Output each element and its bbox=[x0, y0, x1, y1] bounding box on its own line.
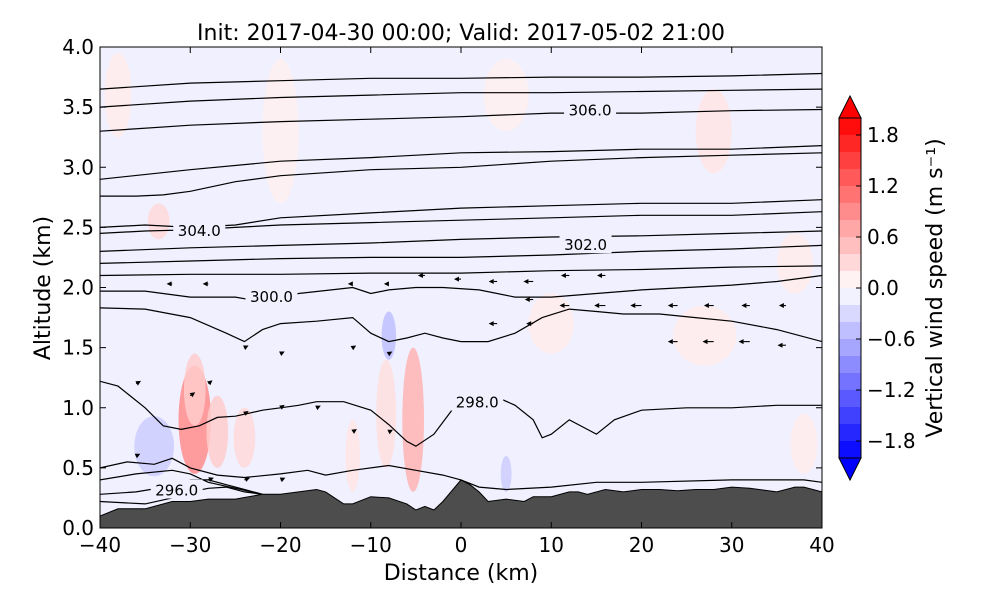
colorbar-band-4 bbox=[839, 373, 861, 390]
contour-label-11: 304.0 bbox=[178, 222, 221, 240]
colorbar: −1.8 −1.2 −0.6 0.0 0.6 1.2 1.8 Vertical wind s… bbox=[839, 96, 948, 480]
x-tick-label-1: −30 bbox=[169, 533, 211, 557]
contour-label-14: 306.0 bbox=[569, 102, 612, 120]
w-patch-14 bbox=[696, 89, 732, 173]
x-tick-label-2: −20 bbox=[259, 533, 301, 557]
colorbar-band-13 bbox=[839, 220, 861, 237]
colorbar-tick-label-0: −1.8 bbox=[867, 429, 916, 453]
y-tick-label-0: 0.0 bbox=[62, 516, 94, 540]
x-tick-label-3: −10 bbox=[350, 533, 392, 557]
y-tick-label-1: 0.5 bbox=[62, 456, 94, 480]
w-patch-18 bbox=[484, 59, 529, 131]
w-patch-4 bbox=[134, 416, 174, 476]
colorbar-band-16 bbox=[839, 169, 861, 186]
colorbar-band-6 bbox=[839, 339, 861, 356]
colorbar-tick-label-5: 1.2 bbox=[867, 174, 899, 198]
colorbar-band-19 bbox=[839, 118, 861, 135]
colorbar-band-8 bbox=[839, 305, 861, 322]
colorbar-tick-label-2: −0.6 bbox=[867, 327, 916, 351]
y-tick-label-3: 1.5 bbox=[62, 336, 94, 360]
colorbar-band-1 bbox=[839, 424, 861, 441]
w-patch-12 bbox=[529, 294, 574, 354]
x-tick-label-4: 0 bbox=[455, 533, 468, 557]
colorbar-ticks: −1.8 −1.2 −0.6 0.0 0.6 1.2 1.8 bbox=[856, 123, 916, 453]
w-patch-6 bbox=[105, 53, 132, 137]
colorbar-tick-label-1: −1.2 bbox=[867, 378, 916, 402]
y-tick-label-7: 3.5 bbox=[62, 95, 94, 119]
colorbar-band-9 bbox=[839, 288, 861, 305]
colorbar-band-17 bbox=[839, 152, 861, 169]
chart-title: Init: 2017-04-30 00:00; Valid: 2017-05-0… bbox=[197, 21, 725, 46]
colorbar-band-0 bbox=[839, 441, 861, 458]
x-tick-label-6: 20 bbox=[629, 533, 654, 557]
colorbar-tick-label-6: 1.8 bbox=[867, 123, 899, 147]
colorbar-band-18 bbox=[839, 135, 861, 152]
colorbar-band-12 bbox=[839, 237, 861, 254]
y-tick-label-2: 1.0 bbox=[62, 396, 94, 420]
contour-label-0: 296.0 bbox=[155, 482, 198, 500]
colorbar-tick-label-3: 0.0 bbox=[867, 276, 899, 300]
w-patch-13 bbox=[673, 306, 736, 366]
colorbar-label: Vertical wind speed (m s⁻¹) bbox=[923, 138, 948, 437]
y-tick-label-8: 4.0 bbox=[62, 35, 94, 59]
contour-label-8: 302.0 bbox=[564, 236, 607, 254]
contour-label-4: 298.0 bbox=[456, 394, 499, 412]
colorbar-band-5 bbox=[839, 356, 861, 373]
colorbar-band-2 bbox=[839, 407, 861, 424]
w-patch-3 bbox=[234, 408, 256, 468]
colorbar-band-15 bbox=[839, 186, 861, 203]
colorbar-extend-max bbox=[839, 96, 861, 118]
y-tick-label-4: 2.0 bbox=[62, 276, 94, 300]
colorbar-band-11 bbox=[839, 254, 861, 271]
x-tick-label-7: 30 bbox=[719, 533, 744, 557]
w-patch-15 bbox=[777, 233, 813, 293]
w-patch-2 bbox=[206, 396, 228, 468]
colorbar-extend-min bbox=[839, 458, 861, 480]
colorbar-band-10 bbox=[839, 271, 861, 288]
w-patch-11 bbox=[501, 456, 512, 492]
contour-label-6: 300.0 bbox=[250, 288, 293, 306]
x-axis-label: Distance (km) bbox=[384, 561, 539, 586]
colorbar-band-7 bbox=[839, 322, 861, 339]
colorbar-band-14 bbox=[839, 203, 861, 220]
x-tick-label-5: 10 bbox=[539, 533, 564, 557]
y-axis-label: Altitude (km) bbox=[31, 216, 56, 360]
w-patch-16 bbox=[790, 414, 817, 474]
x-tick-label-8: 40 bbox=[809, 533, 834, 557]
y-tick-label-6: 3.0 bbox=[62, 155, 94, 179]
colorbar-tick-label-4: 0.6 bbox=[867, 225, 899, 249]
w-patch-8 bbox=[376, 360, 396, 468]
y-tick-label-5: 2.5 bbox=[62, 215, 94, 239]
w-patch-1 bbox=[184, 354, 206, 426]
w-patch-5 bbox=[148, 203, 170, 239]
colorbar-band-3 bbox=[839, 390, 861, 407]
